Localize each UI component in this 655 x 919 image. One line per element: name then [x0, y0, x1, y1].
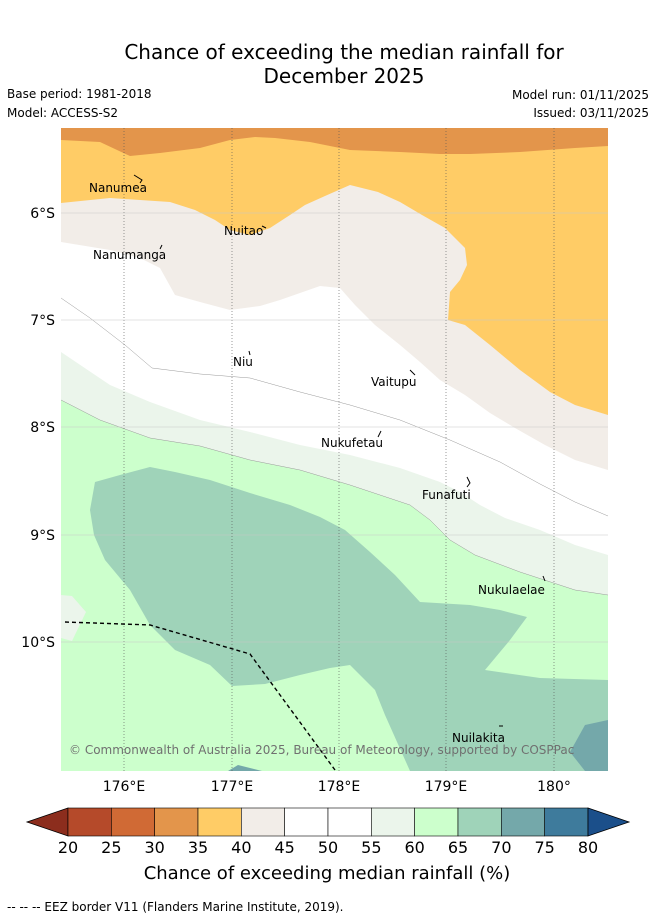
lat-label-7s: 7°S: [30, 313, 55, 329]
colorbar-tick-label: 75: [534, 838, 554, 857]
island-label-nukulaelae: Nukulaelae: [478, 583, 545, 597]
island-label-nukufetau: Nukufetau: [321, 436, 383, 450]
lat-label-8s: 8°S: [30, 420, 55, 436]
lat-label-9s: 9°S: [30, 528, 55, 544]
island-label-nanumanga: Nanumanga: [93, 248, 166, 262]
model-name: Model: ACCESS-S2: [7, 106, 119, 120]
eez-border-line: [64, 621, 336, 771]
colorbar-tick-label: 50: [318, 838, 338, 857]
chart-title: Chance of exceeding the median rainfall …: [0, 40, 655, 88]
title-line-2: December 2025: [263, 64, 425, 88]
colorbar-ticks: 20 25 30 35 40 45 50 55 60 65 70 75 80: [58, 838, 598, 857]
colorbar-low-arrow: [25, 807, 69, 837]
contour-lines: [61, 297, 608, 596]
colorbar-cell: [414, 807, 459, 837]
nanumanga-island-shape: [159, 244, 163, 250]
longitude-axis: 176°E 177°E 178°E 179°E 180°: [103, 779, 571, 795]
colorbar-tick-label: 65: [448, 838, 468, 857]
colorbar-cell: [501, 807, 545, 837]
title-line-1: Chance of exceeding the median rainfall …: [124, 40, 564, 64]
colorbar-cell: [197, 807, 242, 837]
lon-label-178e: 178°E: [318, 779, 361, 795]
colorbar-tick-label: 20: [58, 838, 78, 857]
colorbar-tick-label: 60: [404, 838, 424, 857]
nukufetau-island-shape: [377, 430, 382, 438]
colorbar-high-arrow: [587, 807, 631, 837]
lat-label-10s: 10°S: [21, 635, 55, 651]
map-fill-regions: [61, 128, 608, 771]
base-period: Base period: 1981-2018: [7, 87, 152, 101]
issued-date: Issued: 03/11/2025: [533, 106, 649, 120]
colorbar-cell: [327, 807, 372, 837]
region-65-70: [90, 467, 608, 771]
colorbar-cell: [284, 807, 329, 837]
vaitupu-island-shape: [409, 369, 416, 376]
region-70-75: [570, 720, 608, 771]
nanumea-island-shape: [133, 174, 143, 184]
colorbar-tick-label: 30: [144, 838, 164, 857]
island-markers: [133, 174, 546, 727]
colorbar-tick-label: 70: [491, 838, 511, 857]
colorbar-tick-label: 55: [361, 838, 381, 857]
island-labels: Nanumea Nuitao Nanumanga Niu Vaitupu Nuk…: [89, 181, 545, 745]
colorbar-label: Chance of exceeding median rainfall (%): [144, 863, 511, 884]
colorbar-cells: [25, 807, 631, 837]
region-50-55-west: [61, 595, 86, 641]
funafuti-island-shape: [466, 476, 471, 488]
colorbar-cell: [154, 807, 199, 837]
colorbar-cell: [241, 807, 285, 837]
nukulaelae-island-shape: [542, 575, 546, 582]
island-label-funafuti: Funafuti: [422, 488, 471, 502]
colorbar-cell: [457, 807, 502, 837]
lon-label-176e: 176°E: [103, 779, 146, 795]
island-label-vaitupu: Vaitupu: [371, 375, 417, 389]
copyright-notice: © Commonwealth of Australia 2025, Bureau…: [69, 743, 574, 757]
nuitao-island-shape: [261, 225, 267, 229]
colorbar-tick-label: 40: [231, 838, 251, 857]
niu-island-shape: [248, 350, 251, 356]
latitude-axis: 6°S 7°S 8°S 9°S 10°S: [21, 206, 55, 651]
colorbar: 20 25 30 35 40 45 50 55 60 65 70 75 80 Chance of exc…: [25, 807, 631, 884]
colorbar-tick-label: 35: [188, 838, 208, 857]
region-30-35: [61, 128, 608, 156]
region-35-40: [61, 128, 608, 415]
model-run: Model run: 01/11/2025: [511, 88, 649, 102]
lon-label-180: 180°: [537, 779, 571, 795]
colorbar-tick-label: 45: [274, 838, 294, 857]
island-label-nuilakita: Nuilakita: [452, 731, 505, 745]
lat-label-6s: 6°S: [30, 206, 55, 222]
eez-footnote: -- -- -- EEZ border V11 (Flanders Marine…: [7, 900, 344, 914]
colorbar-cell: [544, 807, 589, 837]
colorbar-cell: [371, 807, 415, 837]
lon-label-179e: 179°E: [425, 779, 468, 795]
island-label-niu: Niu: [233, 355, 253, 369]
island-label-nanumea: Nanumea: [89, 181, 147, 195]
graticule: [61, 128, 608, 771]
colorbar-tick-label: 25: [101, 838, 121, 857]
colorbar-cell: [111, 807, 155, 837]
region-70-75-south: [228, 765, 262, 771]
lon-label-177e: 177°E: [211, 779, 254, 795]
island-label-nuitao: Nuitao: [224, 224, 263, 238]
colorbar-cell: [67, 807, 112, 837]
colorbar-tick-label: 80: [578, 838, 598, 857]
